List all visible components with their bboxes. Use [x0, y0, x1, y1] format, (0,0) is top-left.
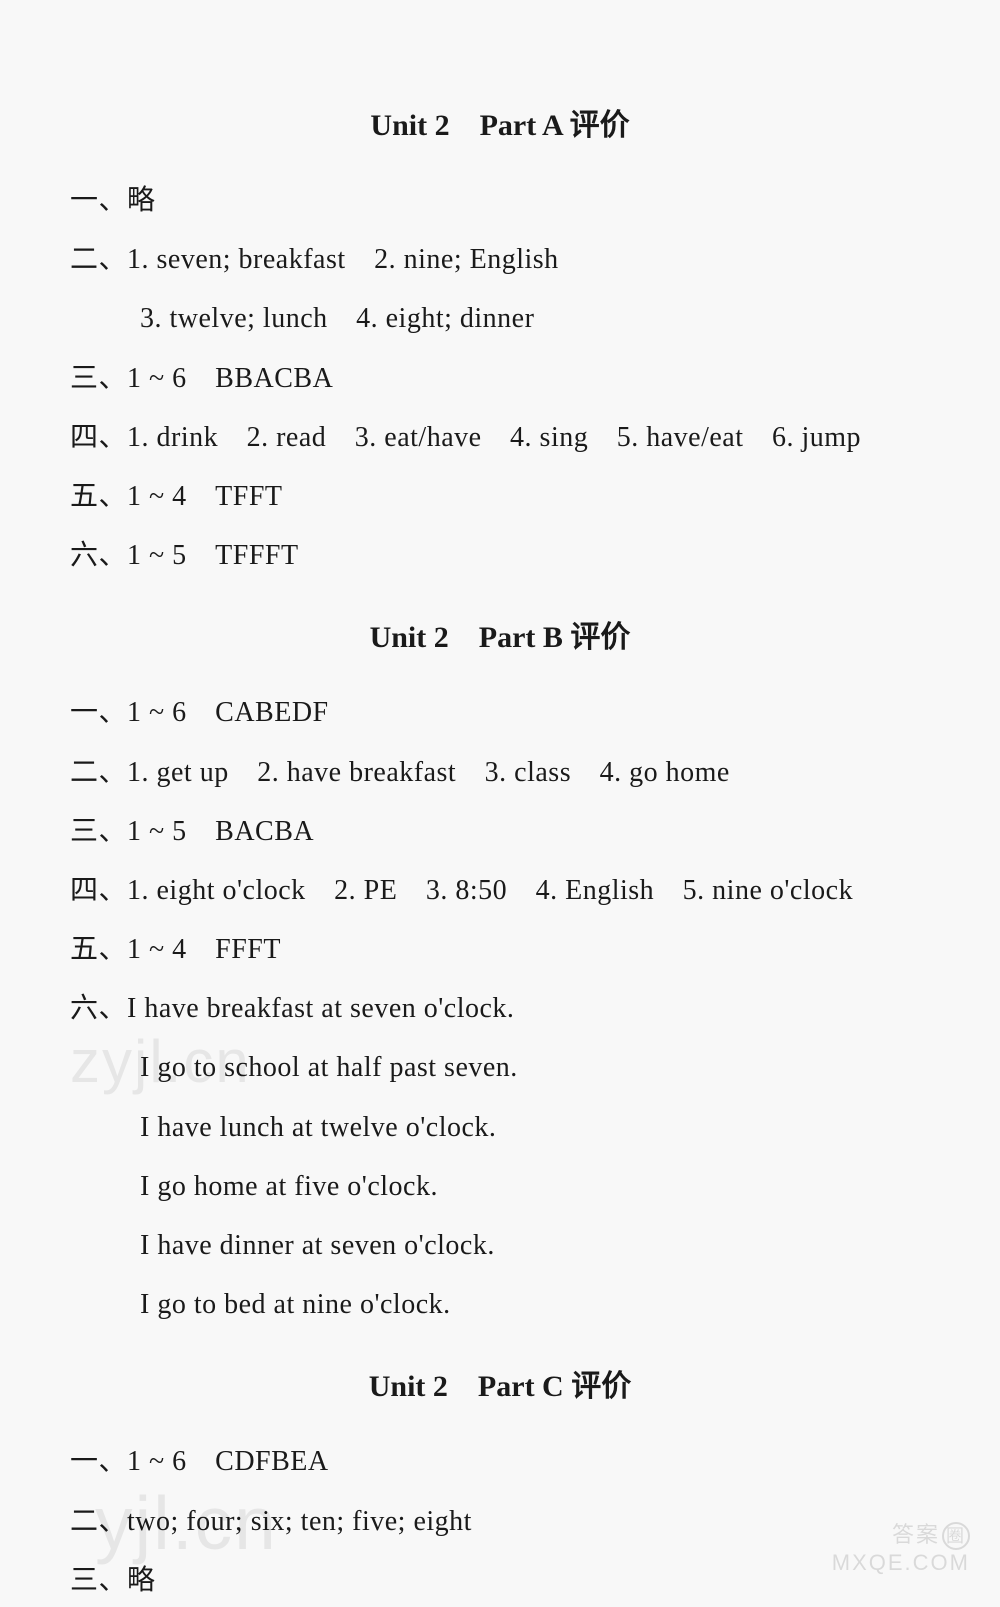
answer-line: 一、1 ~ 6 CDFBEA	[70, 1435, 930, 1488]
answer-line: 四、1. drink 2. read 3. eat/have 4. sing 5…	[70, 411, 930, 464]
answer-line: 一、1 ~ 6 CABEDF	[70, 686, 930, 739]
answer-line: 五、1 ~ 4 TFFT	[70, 470, 930, 523]
answer-line: 三、1 ~ 6 BBACBA	[70, 352, 930, 405]
answer-line: 三、略	[70, 1554, 930, 1607]
answer-line: 五、1 ~ 4 FFFT	[70, 923, 930, 976]
answer-line: 六、1 ~ 5 TFFFT	[70, 529, 930, 582]
answer-line: I have lunch at twelve o'clock.	[70, 1101, 930, 1154]
answer-line: I go home at five o'clock.	[70, 1160, 930, 1213]
section-title-part-a: Unit 2 Part A 评价	[70, 100, 930, 144]
answer-line: 3. twelve; lunch 4. eight; dinner	[70, 292, 930, 345]
answer-line: I have dinner at seven o'clock.	[70, 1219, 930, 1272]
section-title-part-b: Unit 2 Part B 评价	[70, 612, 930, 656]
answer-line: 二、1. get up 2. have breakfast 3. class 4…	[70, 746, 930, 799]
answer-line: 二、1. seven; breakfast 2. nine; English	[70, 233, 930, 286]
section-title-part-c: Unit 2 Part C 评价	[70, 1361, 930, 1405]
answer-line: I go to bed at nine o'clock.	[70, 1278, 930, 1331]
answer-line: 四、1. eight o'clock 2. PE 3. 8:50 4. Engl…	[70, 864, 930, 917]
answer-line: 一、略	[70, 174, 930, 227]
answer-line: 三、1 ~ 5 BACBA	[70, 805, 930, 858]
watermark-circle-icon: 圈	[942, 1522, 970, 1550]
answer-line: I go to school at half past seven.	[70, 1041, 930, 1094]
answer-line: 二、two; four; six; ten; five; eight	[70, 1495, 930, 1548]
answer-line: 六、I have breakfast at seven o'clock.	[70, 982, 930, 1035]
